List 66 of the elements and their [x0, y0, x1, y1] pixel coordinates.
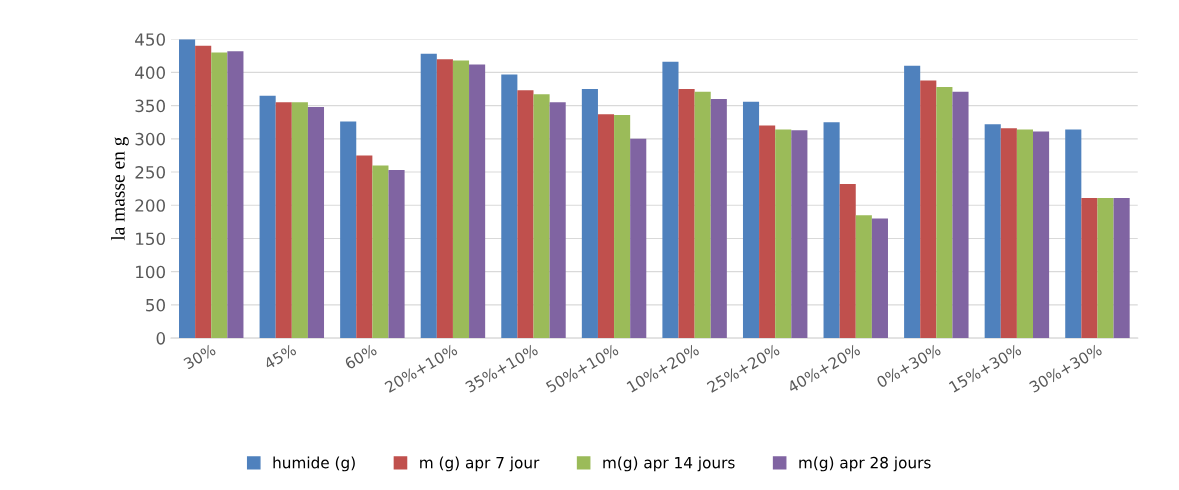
y-tick-label: 400: [135, 66, 165, 79]
y-tick-label: 300: [135, 132, 165, 146]
bar: [195, 45, 212, 339]
bar: [501, 74, 518, 339]
bar: [920, 80, 937, 339]
bar: [614, 114, 631, 339]
bar: [549, 102, 566, 339]
bar: [952, 91, 969, 339]
bar: [452, 60, 470, 339]
bar: [855, 215, 872, 339]
bar: [291, 102, 308, 339]
y-tick-label: 200: [135, 199, 165, 212]
y-axis-title: la masse en g: [111, 136, 129, 241]
bar: [759, 125, 776, 339]
bar: [517, 90, 534, 339]
bar: [662, 61, 679, 339]
bar: [275, 102, 292, 339]
bar: [340, 121, 357, 339]
bar: [388, 170, 405, 339]
y-tick-label: 150: [136, 232, 165, 246]
y-tick-label: 350: [135, 99, 165, 113]
bar: [678, 89, 695, 339]
bar: [936, 87, 953, 339]
bar: [1033, 131, 1050, 339]
bar: [775, 129, 792, 339]
bar: [1016, 129, 1033, 339]
bar: [984, 124, 1001, 339]
bar: [791, 130, 808, 339]
bar: [1113, 197, 1130, 339]
bar: [823, 122, 840, 339]
x-tick-label: 30%: [182, 343, 217, 370]
bar: [179, 39, 196, 339]
bar: [356, 155, 373, 339]
bar: [581, 89, 598, 339]
y-tick-label: 50: [146, 298, 165, 312]
bar: [372, 165, 389, 339]
legend-label: m(g) apr 28 jours: [799, 456, 931, 472]
x-tick-label: 60%: [344, 343, 378, 370]
bar: [211, 52, 228, 339]
bar: [871, 218, 888, 339]
bar: [1000, 128, 1017, 339]
y-tick-label: 450: [135, 33, 165, 46]
x-tick-label: 45%: [263, 343, 297, 370]
bar: [307, 106, 325, 339]
y-tick-label: 0: [156, 332, 165, 345]
bar: [1081, 197, 1098, 339]
bar: [436, 59, 453, 339]
bar: [710, 98, 727, 339]
bar: [597, 114, 615, 339]
y-tick-label: 250: [135, 166, 165, 179]
bar: [904, 65, 921, 339]
bar: [469, 64, 486, 339]
y-tick-label: 100: [136, 265, 165, 279]
bar: [227, 51, 244, 339]
bar: [630, 138, 647, 339]
bar: [420, 53, 437, 339]
bar: [259, 95, 276, 339]
bar: [533, 94, 550, 339]
bar: [839, 184, 856, 339]
bar: [1065, 129, 1082, 339]
bar: [742, 101, 760, 339]
legend-label: m(g) apr 14 jours: [603, 456, 735, 472]
legend-label: humide (g): [273, 456, 355, 472]
legend-label: m (g) apr 7 jour: [420, 456, 540, 472]
bar: [694, 91, 711, 339]
bar: [1097, 197, 1114, 339]
